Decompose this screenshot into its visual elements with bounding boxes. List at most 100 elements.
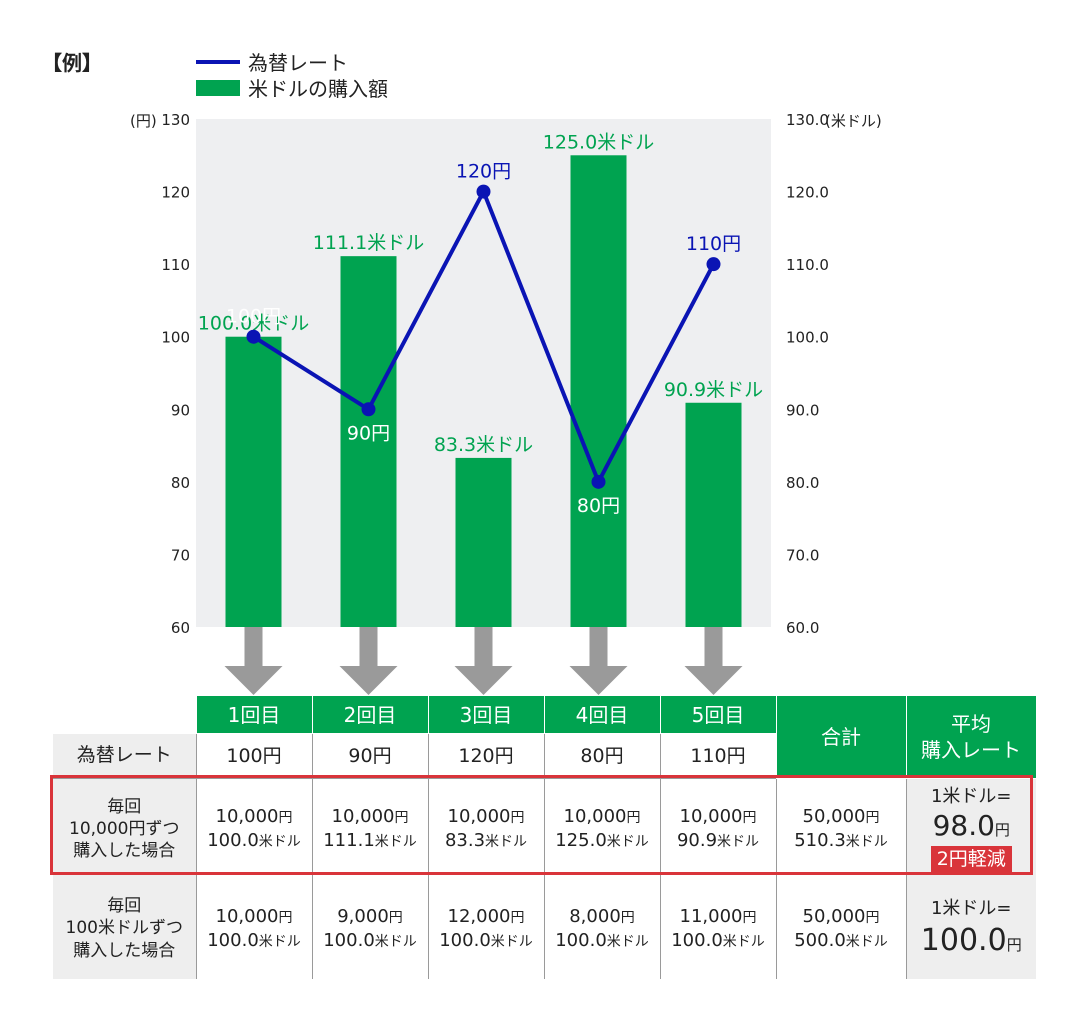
row2-average: 1米ドル= 100.0円 [905, 878, 1036, 979]
row1-label-line2: 10,000円ずつ [69, 818, 180, 839]
table-corner [53, 696, 196, 734]
yen-unit: 円 [742, 810, 757, 827]
usd-unit: 米ドル [374, 833, 417, 850]
y-axis-left-unit: (円) [130, 112, 157, 130]
row1-total-usd: 510.3 [794, 829, 846, 851]
bar [570, 155, 627, 628]
usd-unit: 米ドル [606, 833, 649, 850]
row2-label-line3: 購入した場合 [73, 940, 176, 961]
example-label: 【例】 [42, 51, 102, 75]
yen-unit: 円 [510, 910, 525, 927]
y-tick-left: 100 [161, 329, 190, 347]
rate-value-label: 100円 [226, 306, 281, 328]
down-arrow-icon [569, 627, 628, 695]
usd-unit: 米ドル [258, 933, 301, 950]
yen-unit: 円 [620, 910, 635, 927]
rate-cell-4: 80円 [543, 733, 660, 779]
down-arrow-icon [224, 627, 283, 695]
usd-unit: 米ドル [606, 933, 649, 950]
row1-cell-1: 10,000円 100.0米ドル [195, 778, 312, 879]
y-tick-right: 80.0 [786, 474, 819, 492]
usd-unit: 米ドル [490, 933, 533, 950]
y-tick-left: 120 [161, 184, 190, 202]
y-tick-left: 60 [171, 619, 190, 637]
row1-usd-2: 111.1 [323, 829, 375, 851]
rate-cell-5: 110円 [659, 733, 776, 779]
row2-usd-3: 100.0 [439, 929, 491, 951]
yen-unit: 円 [510, 810, 525, 827]
column-header-3: 3回目 [427, 695, 545, 734]
y-tick-left: 110 [161, 256, 190, 274]
usd-unit: 米ドル [258, 833, 301, 850]
y-tick-left: 90 [171, 401, 190, 419]
bar-labels: 100.0米ドル 111.1米ドル 83.3米ドル 125.0米ドル 90.9米ドル [198, 131, 763, 456]
row1-usd-1: 100.0 [207, 829, 259, 851]
bars [225, 155, 742, 628]
y-tick-right: 60.0 [786, 619, 819, 637]
row1-yen-2: 10,000 [331, 806, 395, 828]
usd-unit: 米ドル [374, 933, 417, 950]
table-row: 毎回 10,000円ずつ 購入した場合 10,000円 100.0米ドル 10,… [53, 778, 1036, 879]
y-tick-right: 70.0 [786, 546, 819, 564]
rate-value-label: 90円 [347, 422, 390, 444]
row2-usd-2: 100.0 [323, 929, 375, 951]
usd-unit: 米ドル [722, 933, 765, 950]
row1-total: 50,000円 510.3米ドル [775, 778, 906, 879]
rate-cell-3: 120円 [427, 733, 544, 779]
row2-cell-5: 11,000円 100.0米ドル [659, 878, 776, 979]
row2-usd-1: 100.0 [207, 929, 259, 951]
row1-yen-5: 10,000 [679, 806, 743, 828]
chart-svg: 【例】 為替レート 米ドルの購入額 (円) (米ドル) 60 70 80 90 100 1… [42, 51, 882, 695]
rate-cell-2: 90円 [311, 733, 428, 779]
row2-label: 毎回 100米ドルずつ 購入した場合 [53, 878, 196, 979]
row1-total-yen: 50,000 [802, 806, 866, 828]
average-header-line2: 購入レート [921, 738, 1021, 762]
row2-yen-5: 11,000 [679, 906, 743, 928]
row2-total-yen: 50,000 [802, 906, 866, 928]
row1-usd-5: 90.9 [676, 829, 718, 851]
average-header-line1: 平均 [951, 712, 991, 736]
column-header-2: 2回目 [311, 695, 429, 734]
row2-cell-2: 9,000円 100.0米ドル [311, 878, 428, 979]
usd-unit: 米ドル [717, 833, 760, 850]
y-tick-right: 120.0 [786, 184, 829, 202]
yen-unit: 円 [394, 810, 409, 827]
yen-unit: 円 [865, 910, 880, 927]
row2-total-usd: 500.0 [794, 929, 846, 951]
bar [685, 402, 742, 627]
bar [455, 457, 512, 627]
row1-average: 1米ドル= 98.0円 2円軽減 [905, 778, 1036, 879]
bar-value-label: 83.3米ドル [434, 434, 533, 456]
row2-cell-3: 12,000円 100.0米ドル [427, 878, 544, 979]
row1-yen-3: 10,000 [447, 806, 511, 828]
row1-label: 毎回 10,000円ずつ 購入した場合 [53, 778, 196, 879]
row1-yen-1: 10,000 [215, 806, 279, 828]
row2-total: 50,000円 500.0米ドル [775, 878, 906, 979]
row1-avg-prefix: 1米ドル= [930, 785, 1012, 807]
y-ticks-right: 60.0 70.0 80.0 90.0 100.0 110.0 120.0 130.0 [786, 111, 829, 637]
bar-value-label: 100.0米ドル [198, 313, 309, 335]
row1-cell-5: 10,000円 90.9米ドル [659, 778, 776, 879]
y-tick-left: 80 [171, 474, 190, 492]
yen-unit: 円 [626, 810, 641, 827]
down-arrow-icon [454, 627, 513, 695]
row2-label-line2: 100米ドルずつ [65, 918, 183, 939]
row2-usd-5: 100.0 [671, 929, 723, 951]
rate-point [246, 329, 261, 344]
bar-value-label: 90.9米ドル [664, 379, 763, 401]
column-header-1: 1回目 [195, 695, 313, 734]
row2-label-line1: 毎回 [107, 896, 142, 917]
column-header-4: 4回目 [543, 695, 661, 734]
rate-line: 100円 90円 120円 80円 110円 [226, 161, 741, 517]
row1-label-line1: 毎回 [107, 796, 142, 817]
yen-unit: 円 [865, 810, 880, 827]
reduction-badge: 2円軽減 [930, 846, 1012, 873]
bar [340, 256, 397, 627]
comparison-table: 1回目 2回目 3回目 4回目 5回目 合計 平均 購入レート 為替レート 10… [53, 695, 1037, 979]
y-tick-right: 90.0 [786, 401, 819, 419]
y-tick-left: 130 [161, 111, 190, 129]
bar-value-label: 111.1米ドル [313, 232, 424, 254]
usd-unit: 米ドル [845, 833, 888, 850]
row1-usd-4: 125.0 [555, 829, 607, 851]
row2-cell-4: 8,000円 100.0米ドル [543, 878, 660, 979]
